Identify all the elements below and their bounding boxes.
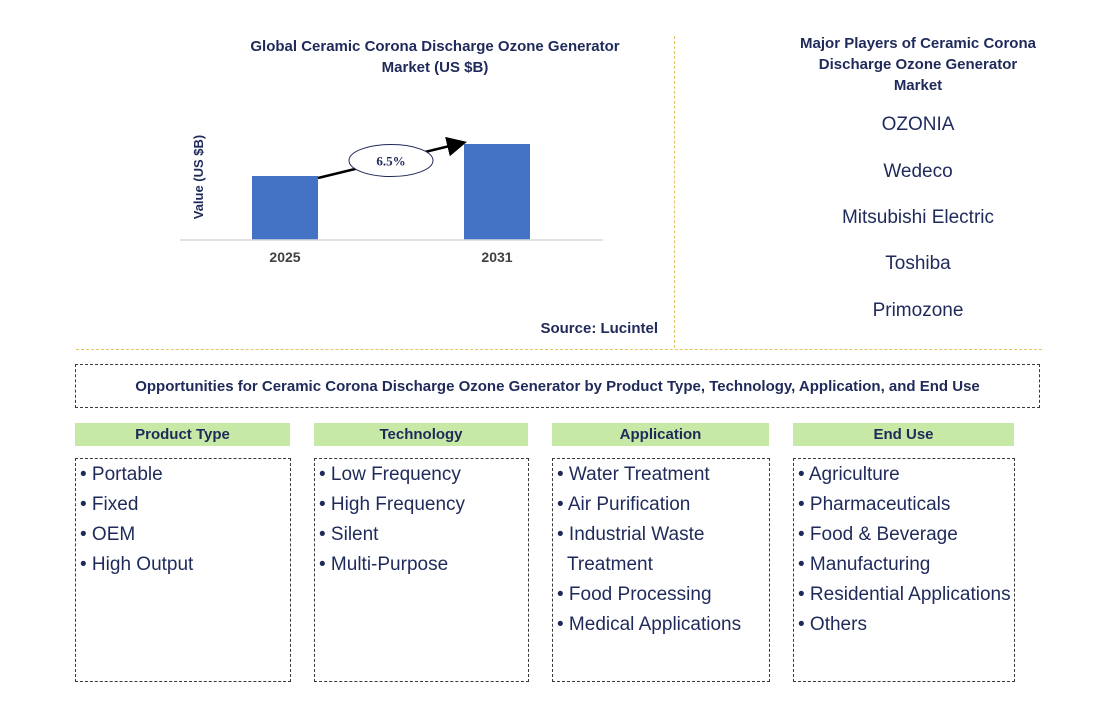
- category-header-product-type: Product Type: [75, 423, 290, 446]
- list-item: • Medical Applications: [557, 614, 742, 635]
- chart-title: Global Ceramic Corona Discharge Ozone Ge…: [250, 38, 620, 76]
- players-title: Major Players of Ceramic Corona Discharg…: [800, 35, 1036, 94]
- player-item: Mitsubishi Electric: [841, 207, 995, 228]
- player-item: Toshiba: [885, 253, 951, 274]
- list-item: • Low Frequency: [319, 464, 461, 485]
- x-tick-label: 2031: [481, 249, 512, 265]
- opportunities-banner: Opportunities for Ceramic Corona Dischar…: [75, 364, 1040, 408]
- player-item: Primozone: [872, 300, 964, 321]
- category-header-end-use: End Use: [793, 423, 1014, 446]
- list-item: • Air Purification: [557, 494, 691, 515]
- category-box-application: • Water Treatment • Air Purification • I…: [552, 458, 770, 682]
- list-item: • Industrial Waste Treatment: [557, 524, 705, 575]
- list-item: • High Frequency: [319, 494, 466, 515]
- category-header-application: Application: [552, 423, 769, 446]
- list-item: • Agriculture: [798, 464, 900, 485]
- cagr-annotation-shape: [348, 144, 434, 177]
- list-item: • Residential Applications: [798, 584, 1011, 605]
- player-item: OZONIA: [881, 114, 955, 135]
- list-item: • Multi-Purpose: [319, 554, 449, 575]
- cagr-annotation-label: 6.5%: [376, 154, 405, 169]
- bar-chart: 2025 2031 Value (US $B) 6.5%: [180, 135, 603, 265]
- list-item: • Food Processing: [557, 584, 712, 605]
- list-item: • Water Treatment: [557, 464, 710, 485]
- list-item: • Fixed: [80, 494, 139, 515]
- vertical-divider: [674, 36, 675, 348]
- category-box-technology: • Low Frequency • High Frequency • Silen…: [314, 458, 529, 682]
- bar-2025: [252, 176, 318, 240]
- category-header-technology: Technology: [314, 423, 528, 446]
- list-item: • Pharmaceuticals: [798, 494, 951, 515]
- list-item: • High Output: [80, 554, 194, 575]
- list-item: • Portable: [80, 464, 163, 485]
- list-item: • OEM: [80, 524, 136, 545]
- y-axis-label: Value (US $B): [191, 135, 206, 220]
- source-label: Source: Lucintel: [540, 320, 658, 337]
- list-item: • Food & Beverage: [798, 524, 958, 545]
- category-box-end-use: • Agriculture • Pharmaceuticals • Food &…: [793, 458, 1015, 682]
- list-item: • Silent: [319, 524, 379, 545]
- category-box-product-type: • Portable • Fixed • OEM • High Output: [75, 458, 291, 682]
- horizontal-divider: [76, 349, 1042, 350]
- list-item: • Others: [798, 614, 867, 635]
- player-item: Wedeco: [883, 161, 953, 182]
- x-tick-label: 2025: [269, 249, 300, 265]
- list-item: • Manufacturing: [798, 554, 931, 575]
- bar-2031: [464, 144, 530, 240]
